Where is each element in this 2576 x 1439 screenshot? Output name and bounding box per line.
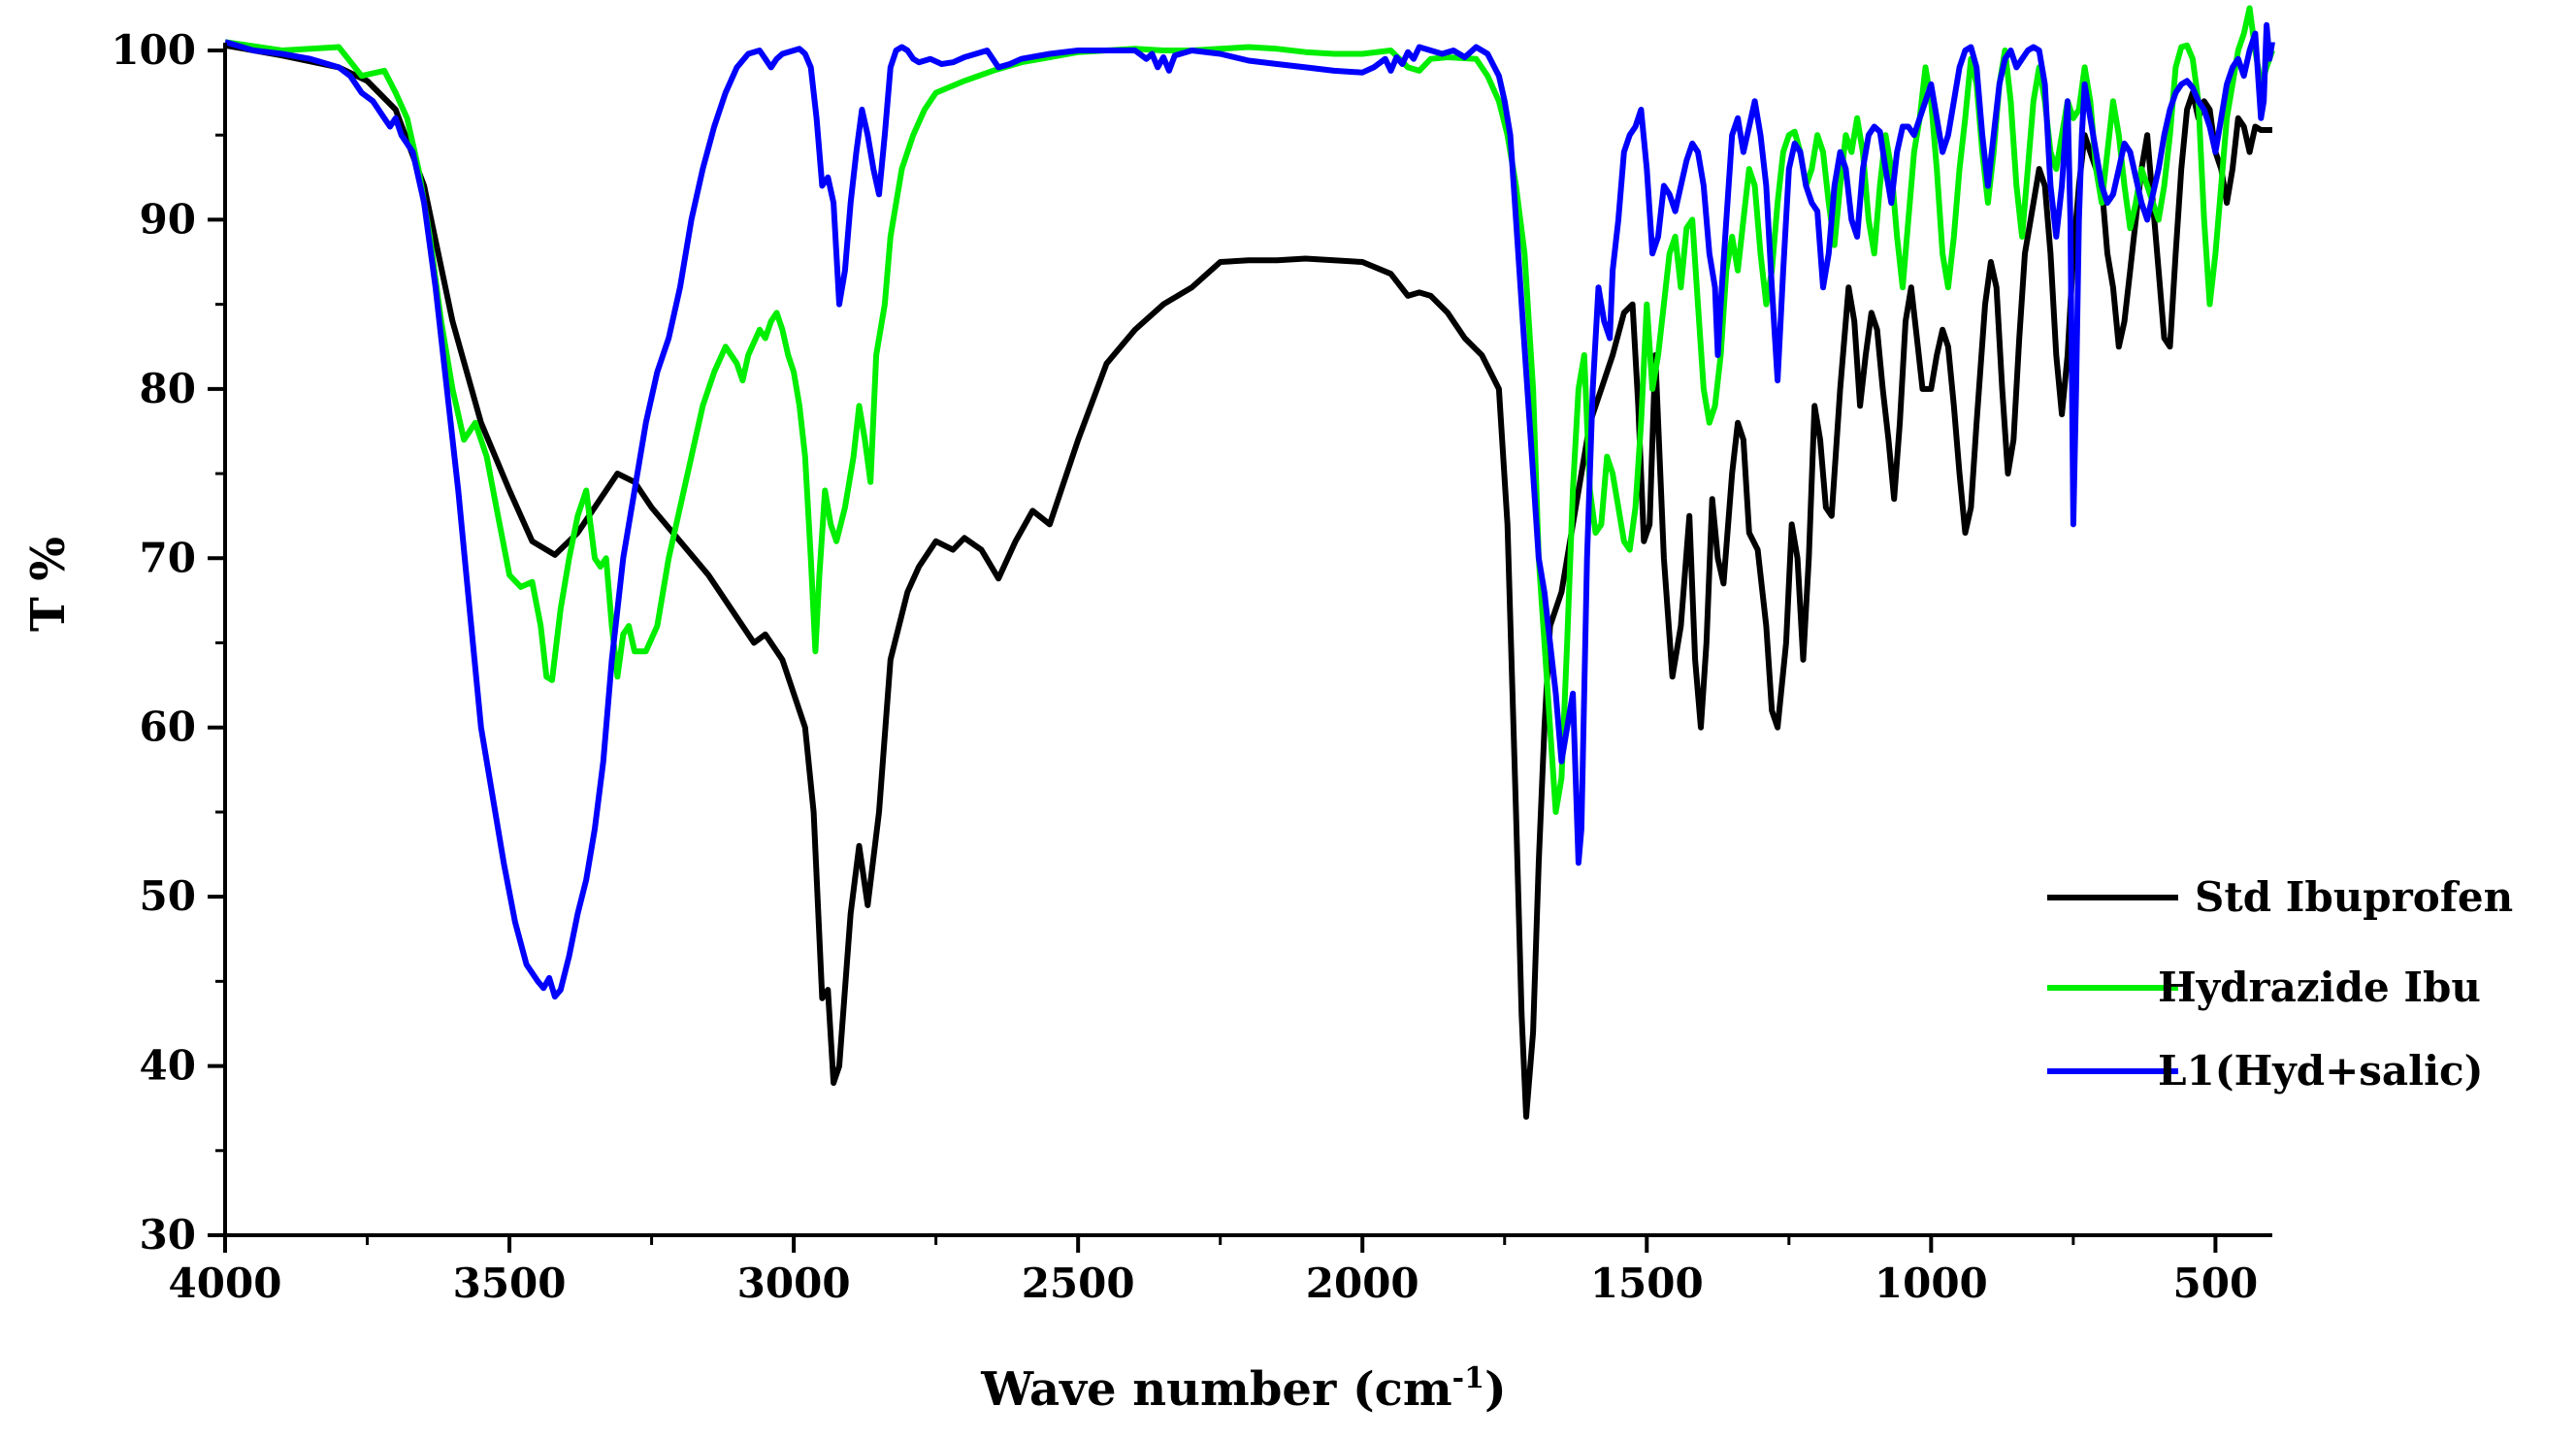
y-tick-label: 70 bbox=[140, 534, 196, 581]
legend-label-0: Std Ibuprofen bbox=[2195, 873, 2513, 921]
legend: Std Ibuprofen Hydrazide Ibu L1(Hyd+salic) bbox=[2047, 873, 2513, 1095]
y-tick-label: 60 bbox=[140, 703, 196, 751]
x-tick-label: 1500 bbox=[1590, 1259, 1704, 1307]
y-tick-label: 90 bbox=[140, 195, 196, 243]
x-axis-title: Wave number (cm-1) bbox=[980, 1361, 1506, 1417]
y-tick-label: 40 bbox=[140, 1042, 196, 1090]
series-line-1 bbox=[224, 5, 2275, 815]
y-tick-label: 100 bbox=[111, 26, 196, 74]
series-line-0 bbox=[224, 42, 2272, 1120]
axes-layer: 4000 3500 3000 2500 2000 1500 1000 500 30 40 50 60 7… bbox=[111, 26, 2272, 1307]
y-axis-title: T % bbox=[21, 537, 76, 632]
y-tick-label: 30 bbox=[140, 1211, 196, 1259]
legend-label-2: L1(Hyd+salic) bbox=[2158, 1047, 2484, 1095]
x-axis-title-main: Wave number (cm bbox=[980, 1362, 1451, 1417]
x-tick-label: 3000 bbox=[737, 1259, 851, 1307]
x-axis-title-superscript: -1 bbox=[1452, 1361, 1484, 1395]
x-tick-label: 500 bbox=[2173, 1259, 2259, 1307]
y-tick-label: 80 bbox=[140, 365, 196, 412]
x-tick-label: 4000 bbox=[169, 1259, 282, 1307]
y-tick-label: 50 bbox=[140, 872, 196, 920]
x-tick-label: 3500 bbox=[453, 1259, 567, 1307]
series-layer bbox=[224, 5, 2275, 1120]
x-tick-label: 1000 bbox=[1875, 1259, 1988, 1307]
x-tick-label: 2500 bbox=[1022, 1259, 1135, 1307]
x-axis-title-end: ) bbox=[1484, 1362, 1507, 1417]
x-tick-label: 2000 bbox=[1306, 1259, 1419, 1307]
legend-label-1: Hydrazide Ibu bbox=[2158, 964, 2481, 1011]
series-line-2 bbox=[224, 21, 2275, 1000]
